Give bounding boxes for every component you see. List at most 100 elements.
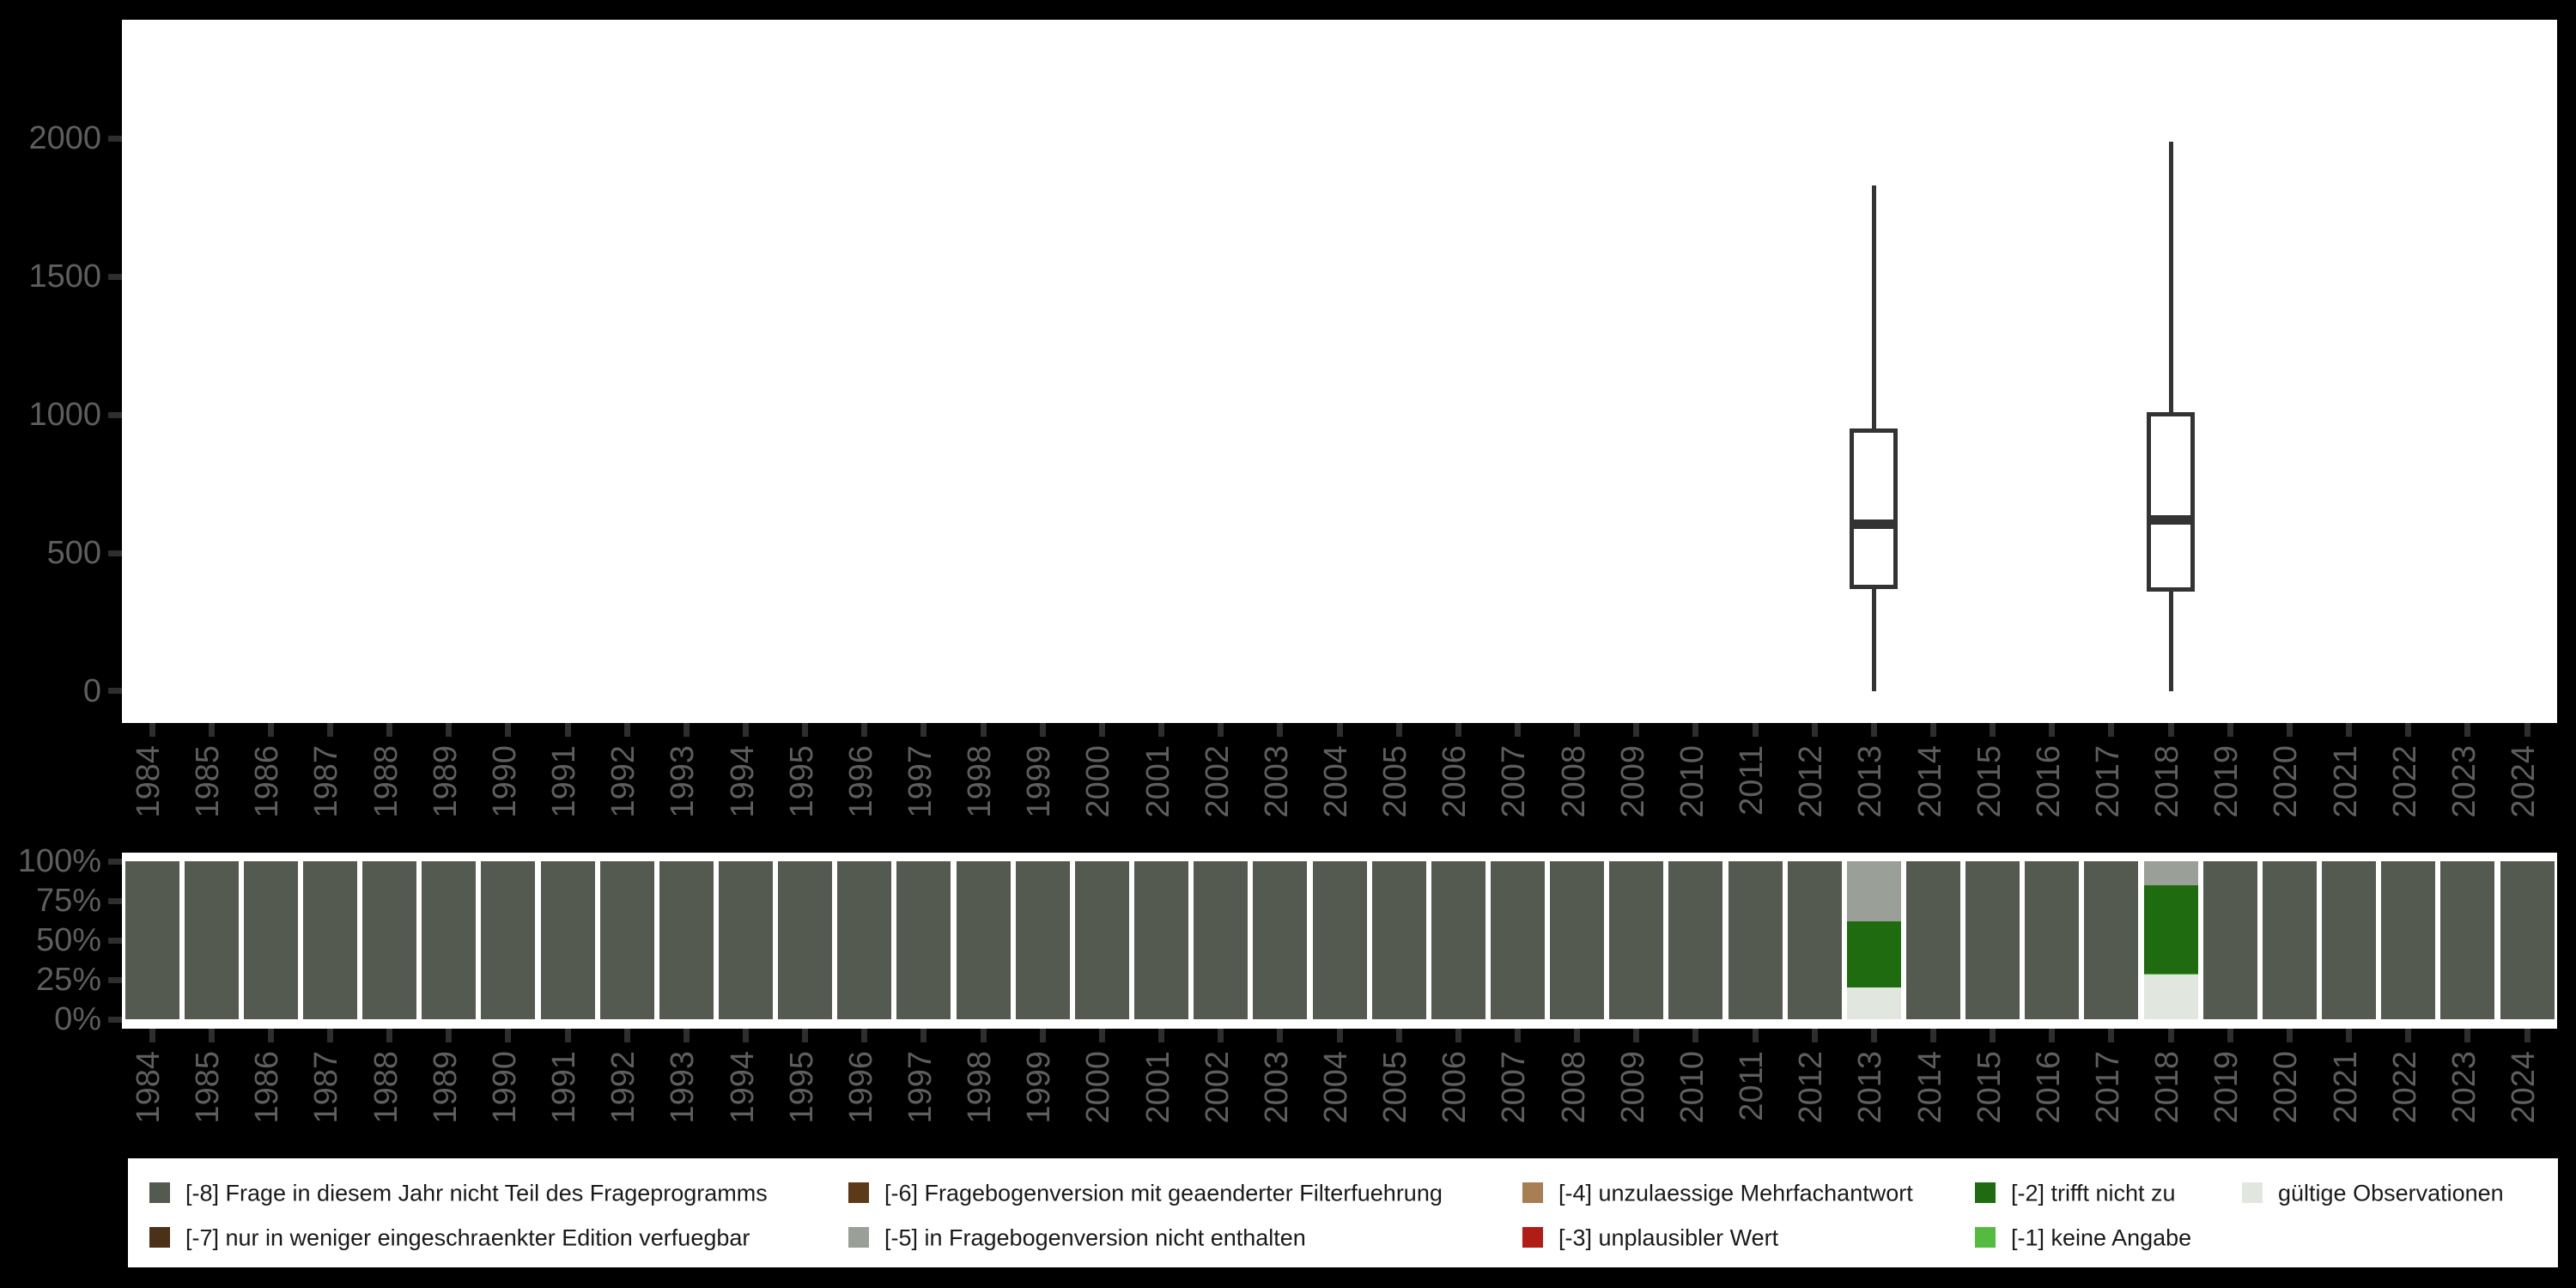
boxplot-y-tick-label: 1500 xyxy=(28,258,101,295)
bar-x-tick xyxy=(446,1029,453,1042)
boxplot-x-tick-label: 1991 xyxy=(546,745,583,818)
boxplot-x-tick-label: 2020 xyxy=(2268,745,2305,818)
bar-segment--8 xyxy=(1371,861,1426,1019)
bar-segment--8 xyxy=(837,861,892,1019)
bar-x-tick xyxy=(2049,1029,2056,1042)
bar-segment--8 xyxy=(1787,861,1842,1019)
bar-x-tick xyxy=(2464,1029,2471,1042)
bar-x-tick-label: 2003 xyxy=(1258,1051,1295,1124)
bar-x-tick-label: 1991 xyxy=(546,1051,583,1124)
legend-label--4: [-4] unzulaessige Mehrfachantwort xyxy=(1558,1180,1913,1206)
boxplot-x-tick-label: 1985 xyxy=(190,745,227,818)
boxplot-x-tick xyxy=(1990,723,1996,737)
boxplot-x-tick-label: 2009 xyxy=(1614,745,1651,818)
bar-segment--8 xyxy=(243,861,298,1019)
bar-x-tick-label: 2014 xyxy=(1911,1051,1948,1124)
bar-x-tick xyxy=(1870,1029,1877,1042)
bar-y-tick xyxy=(108,937,122,944)
bar-segment--8 xyxy=(184,861,239,1019)
bar-x-tick xyxy=(1633,1029,1640,1042)
boxplot-x-tick-label: 2019 xyxy=(2208,745,2245,818)
boxplot-y-tick xyxy=(108,135,122,142)
boxplot-x-tick-label: 1986 xyxy=(249,745,286,818)
bar-x-tick-label: 1984 xyxy=(131,1051,167,1124)
boxplot-x-tick-label: 2001 xyxy=(1139,745,1176,818)
legend-label--8: [-8] Frage in diesem Jahr nicht Teil des… xyxy=(185,1180,768,1206)
bar-x-tick xyxy=(208,1029,215,1042)
boxplot-box xyxy=(2147,411,2196,592)
bar-y-tick-label: 75% xyxy=(35,883,101,919)
bar-x-tick xyxy=(2286,1029,2293,1042)
bar-y-tick-label: 25% xyxy=(35,962,101,998)
boxplot-x-tick xyxy=(1395,723,1402,737)
boxplot-y-tick-label: 2000 xyxy=(28,120,101,157)
boxplot-x-tick-label: 2004 xyxy=(1318,745,1354,818)
boxplot-x-tick-label: 1999 xyxy=(1021,745,1058,818)
bar-x-tick-label: 2005 xyxy=(1377,1051,1414,1124)
boxplot-x-tick xyxy=(149,723,155,737)
boxplot-x-tick xyxy=(1514,723,1521,737)
bar-x-tick xyxy=(1990,1029,1996,1042)
bar-segment--5 xyxy=(2143,861,2198,885)
boxplot-x-tick-label: 1998 xyxy=(962,745,999,818)
boxplot-box xyxy=(1850,428,1899,589)
boxplot-y-tick xyxy=(108,273,122,280)
bar-x-tick xyxy=(802,1029,809,1042)
boxplot-x-tick-label: 1997 xyxy=(902,745,939,818)
bar-x-tick xyxy=(1158,1029,1165,1042)
bar-x-tick-label: 1994 xyxy=(724,1051,761,1124)
bar-x-tick-label: 1992 xyxy=(605,1051,642,1124)
bar-x-tick xyxy=(1277,1029,1284,1042)
bar-x-tick-label: 2013 xyxy=(1852,1051,1889,1124)
bar-x-tick-label: 1989 xyxy=(427,1051,464,1124)
bar-segment--8 xyxy=(1965,861,2020,1019)
bar-x-tick xyxy=(326,1029,333,1042)
boxplot-x-tick-label: 1994 xyxy=(724,745,761,818)
bar-segment--8 xyxy=(1253,861,1308,1019)
boxplot-x-tick xyxy=(326,723,333,737)
bar-x-tick xyxy=(1811,1029,1818,1042)
boxplot-x-tick xyxy=(446,723,453,737)
bar-x-tick-label: 2024 xyxy=(2506,1051,2542,1124)
bar-segment--8 xyxy=(956,861,1011,1019)
bar-y-tick-label: 100% xyxy=(17,843,101,879)
boxplot-y-tick-label: 1000 xyxy=(28,397,101,434)
boxplot-x-tick-label: 1992 xyxy=(605,745,642,818)
boxplot-x-tick xyxy=(980,723,987,737)
boxplot-x-tick-label: 2010 xyxy=(1674,745,1710,818)
boxplot-x-tick-label: 2008 xyxy=(1555,745,1592,818)
bar-x-tick-label: 2008 xyxy=(1555,1051,1592,1124)
bar-segment--8 xyxy=(778,861,833,1019)
legend-label--1: [-1] keine Angabe xyxy=(2011,1224,2192,1251)
bar-segment--8 xyxy=(1312,861,1367,1019)
legend-label--6: [-6] Fragebogenversion mit geaenderter F… xyxy=(884,1180,1443,1206)
bar-x-tick xyxy=(2167,1029,2174,1042)
bar-segment--8 xyxy=(125,861,179,1019)
bar-x-tick-label: 2011 xyxy=(1734,1051,1771,1121)
boxplot-x-tick-label: 2013 xyxy=(1852,745,1889,818)
bar-segment--8 xyxy=(1015,861,1070,1019)
boxplot-x-tick xyxy=(623,723,630,737)
bar-y-tick-label: 50% xyxy=(35,922,101,958)
boxplot-x-tick xyxy=(2524,723,2530,737)
bar-y-tick xyxy=(108,1016,122,1023)
bar-segment--8 xyxy=(896,861,951,1019)
bar-x-tick xyxy=(505,1029,512,1042)
boxplot-x-tick xyxy=(1752,723,1759,737)
boxplot-x-tick xyxy=(920,723,927,737)
bar-segment-valid xyxy=(2143,975,2198,1019)
boxplot-x-tick xyxy=(505,723,512,737)
bar-x-tick-label: 2006 xyxy=(1437,1051,1473,1124)
bar-x-tick-label: 1990 xyxy=(486,1051,523,1124)
bar-segment--8 xyxy=(1906,861,1960,1019)
boxplot-x-tick xyxy=(2286,723,2293,737)
bar-x-tick-label: 1995 xyxy=(783,1051,820,1124)
legend-label--7: [-7] nur in weniger eingeschraenkter Edi… xyxy=(185,1224,750,1251)
bar-segment--8 xyxy=(1728,861,1783,1019)
bar-segment--8 xyxy=(2381,861,2436,1019)
boxplot-x-tick xyxy=(1455,723,1461,737)
legend-swatch--2 xyxy=(1975,1182,1996,1203)
bar-x-tick xyxy=(1039,1029,1046,1042)
boxplot-x-tick-label: 2006 xyxy=(1437,745,1473,818)
